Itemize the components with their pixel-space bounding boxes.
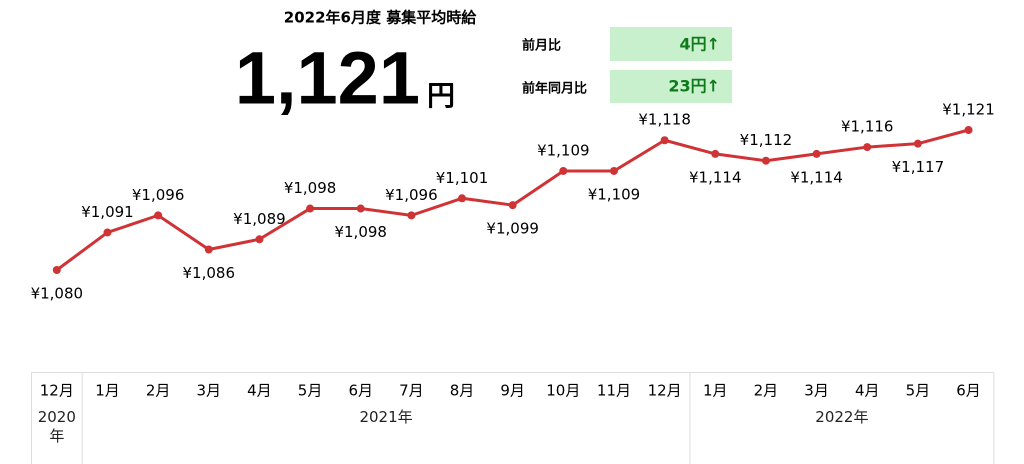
value-label: ¥1,099 — [486, 220, 539, 238]
point — [660, 136, 669, 145]
value-label: ¥1,112 — [740, 131, 793, 149]
point — [711, 149, 720, 158]
value-label: ¥1,091 — [81, 203, 134, 221]
value-label: ¥1,114 — [790, 168, 843, 186]
comparison-label: 前年同月比 — [522, 81, 587, 97]
x-tick-label: 3月 — [804, 382, 829, 400]
value-label: ¥1,096 — [132, 186, 185, 204]
line — [55, 128, 969, 272]
point — [204, 245, 213, 254]
value-label: ¥1,096 — [385, 186, 438, 204]
value-label: ¥1,109 — [588, 185, 641, 203]
point — [508, 201, 517, 210]
value-label: ¥1,117 — [892, 158, 945, 176]
year-label: 2020年 — [37, 408, 76, 445]
value-label: ¥1,121 — [942, 101, 995, 119]
comparison-box — [610, 70, 732, 103]
value-label: ¥1,089 — [233, 210, 286, 228]
value-label: ¥1,114 — [689, 168, 742, 186]
x-tick-label: 10月 — [546, 382, 580, 400]
point — [913, 139, 922, 148]
point — [356, 204, 365, 213]
value-label: ¥1,101 — [436, 169, 489, 187]
x-tick-label: 6月 — [956, 382, 981, 400]
comparison-box — [610, 27, 732, 61]
value-label: ¥1,098 — [284, 179, 337, 197]
title: 2022年6月度 募集平均時給 — [284, 9, 477, 27]
point — [609, 166, 618, 175]
point — [255, 235, 264, 244]
point — [458, 194, 467, 203]
point — [761, 156, 770, 165]
point — [103, 228, 112, 237]
year-label: 2021年 — [359, 408, 413, 426]
x-tick-label: 1月 — [703, 382, 728, 400]
point — [154, 211, 163, 220]
value-label: ¥1,098 — [334, 223, 387, 241]
point — [812, 149, 821, 158]
value-label: ¥1,086 — [183, 264, 236, 282]
x-tick-label: 5月 — [906, 382, 931, 400]
x-tick-label: 8月 — [450, 382, 475, 400]
comparison-label: 前月比 — [522, 38, 561, 54]
x-tick-label: 2月 — [146, 382, 171, 400]
value-label: ¥1,118 — [638, 111, 691, 129]
value-label: ¥1,080 — [31, 285, 84, 303]
value-label: ¥1,116 — [841, 118, 894, 136]
x-tick-label: 12月 — [40, 382, 74, 400]
point — [407, 211, 416, 220]
comparison-value: 4円↑ — [679, 35, 720, 54]
x-tick-label: 4月 — [855, 382, 880, 400]
x-tick-label: 4月 — [247, 382, 272, 400]
x-tick-label: 3月 — [197, 382, 222, 400]
x-tick-label: 2月 — [754, 382, 779, 400]
point — [964, 126, 973, 134]
x-tick-label: 11月 — [597, 382, 631, 400]
amount: 1,121 — [235, 37, 420, 120]
value-label: ¥1,109 — [537, 141, 590, 159]
point — [559, 166, 568, 175]
point — [52, 266, 61, 274]
x-tick-label: 7月 — [399, 382, 424, 400]
point — [306, 204, 315, 213]
amount-unit: 円 — [427, 79, 455, 112]
x-tick-label: 5月 — [298, 382, 323, 400]
x-tick-label: 1月 — [95, 382, 120, 400]
x-tick-label: 6月 — [348, 382, 373, 400]
point — [863, 143, 872, 152]
x-tick-label: 9月 — [500, 382, 525, 400]
x-tick-label: 12月 — [648, 382, 682, 400]
comparison-value: 23円↑ — [668, 77, 720, 96]
year-label: 2022年 — [815, 408, 869, 426]
